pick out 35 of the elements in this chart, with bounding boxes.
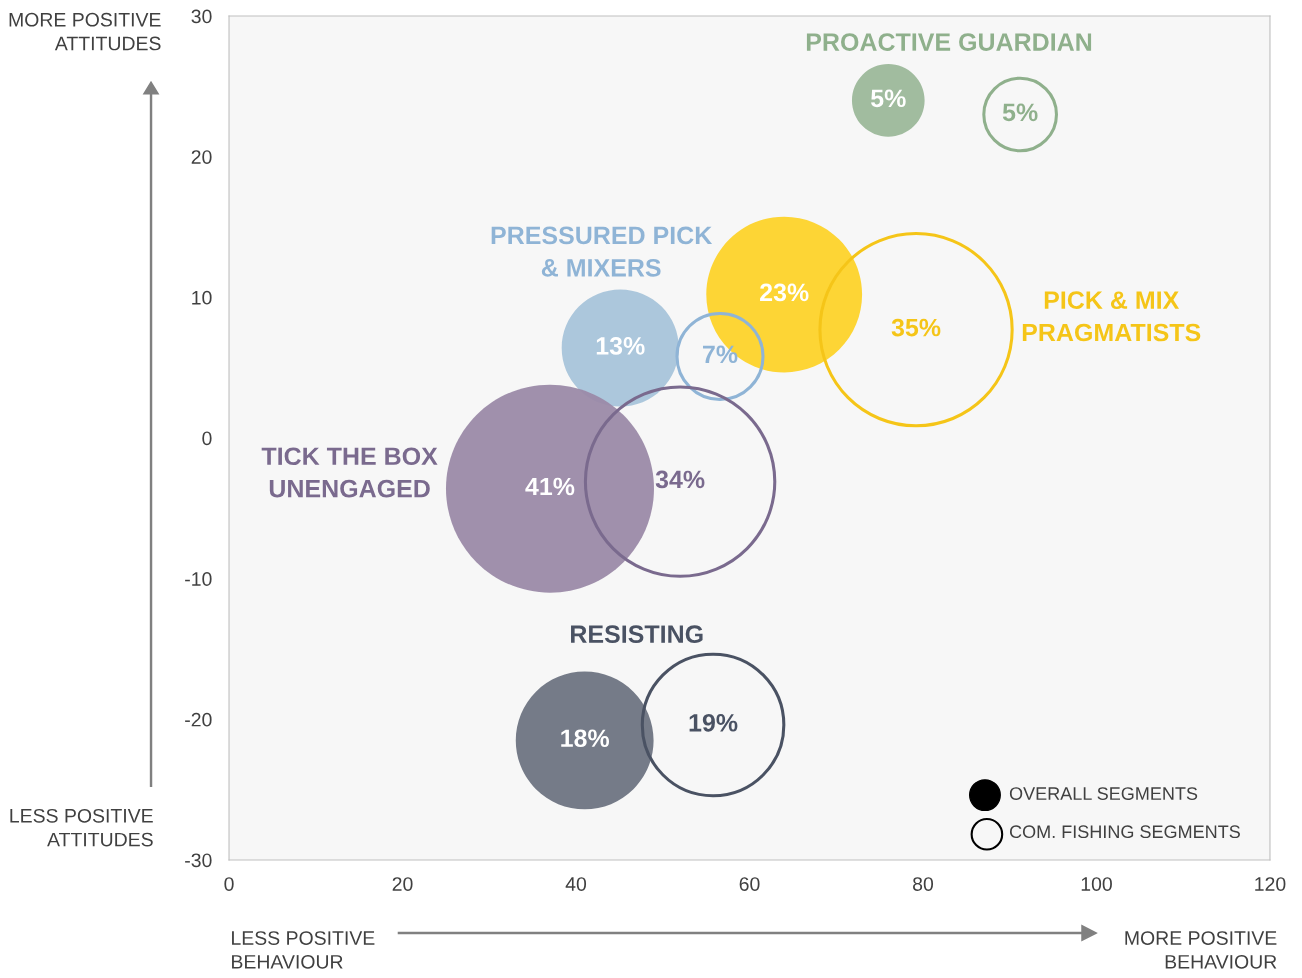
- annotation: 19%: [689, 713, 738, 732]
- annotation: PROACTIVE GUARDIAN: [806, 33, 1092, 51]
- annotation: 5%: [870, 89, 906, 108]
- y-tick-label: -20: [185, 712, 212, 727]
- x-tick-label: 100: [1081, 877, 1112, 891]
- text: LESS POSITIVE BEHAVIOUR: [232, 931, 375, 969]
- x-tick-label: 60: [739, 877, 760, 891]
- x-tick-label: 120: [1255, 877, 1286, 891]
- y-tick-label: -30: [185, 853, 212, 868]
- y-tick-label: 10: [192, 290, 212, 305]
- annotation: 7%: [703, 345, 738, 364]
- annotation: PRESSURED PICK & MIXERS: [491, 226, 713, 277]
- annotation: 5%: [1002, 103, 1038, 122]
- annotation: 18%: [561, 729, 610, 748]
- text: LESS POSITIVE ATTITUDES: [10, 808, 153, 847]
- annotation: RESISTING: [571, 625, 703, 644]
- text: MORE POSITIVE BEHAVIOUR: [1125, 931, 1277, 969]
- annotation: 34%: [655, 470, 705, 489]
- x-tick-label: 0: [224, 877, 234, 891]
- annotation: 35%: [891, 318, 941, 337]
- annotation: 23%: [760, 283, 809, 302]
- annotation: 41%: [525, 477, 575, 496]
- y-tick-label: -10: [185, 572, 212, 586]
- annotation: TICK THE BOX UNENGAGED: [261, 447, 438, 498]
- x-tick-label: 40: [565, 877, 587, 891]
- text: MORE POSITIVE ATTITUDES: [9, 12, 161, 51]
- annotation: OVERALL SEGMENTS: [1009, 787, 1198, 800]
- annotation: COM. FISHING SEGMENTS: [1009, 825, 1240, 839]
- y-tick-label: 30: [191, 9, 212, 24]
- annotation: PICK & MIX PRAGMATISTS: [1022, 291, 1201, 342]
- y-tick-label: 0: [202, 431, 212, 446]
- annotation: 13%: [596, 336, 645, 355]
- y-tick-label: 20: [191, 150, 212, 164]
- x-tick-label: 20: [392, 877, 413, 891]
- x-tick-label: 80: [913, 877, 934, 891]
